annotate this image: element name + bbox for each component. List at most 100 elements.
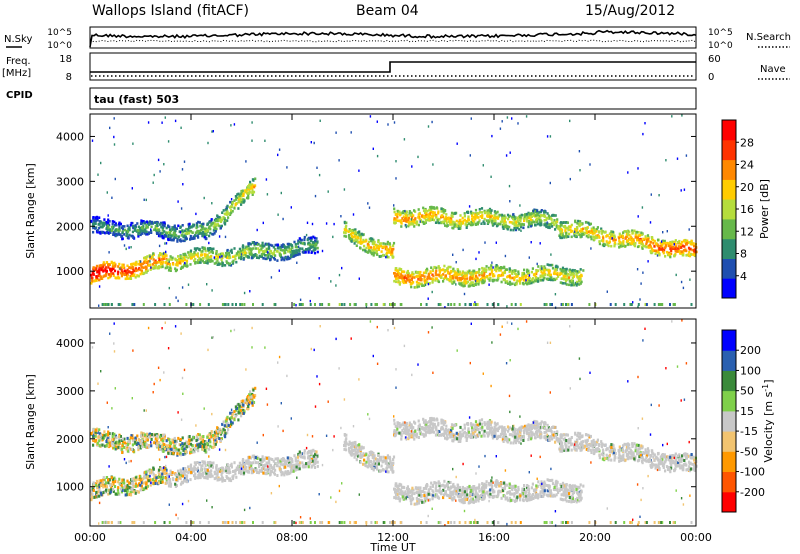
power-cell [116, 229, 119, 232]
power-cell [626, 239, 629, 243]
power-cell [476, 277, 479, 280]
power-cell [499, 220, 503, 224]
velocity-cell [185, 474, 189, 478]
velocity-cell [231, 421, 234, 425]
power-cell [483, 267, 486, 270]
power-cell [113, 143, 116, 146]
power-cell [376, 120, 378, 123]
power-cell [158, 258, 161, 261]
power-cell [504, 224, 507, 228]
power-cell [211, 251, 214, 255]
power-cell [142, 271, 145, 275]
power-cell [545, 225, 549, 228]
power-cell [119, 267, 121, 270]
power-cell [634, 236, 637, 239]
velocity-cell [111, 480, 114, 484]
power-cell [450, 280, 453, 284]
power-cell [481, 271, 484, 274]
power-cell [156, 229, 159, 232]
power-cell [549, 278, 552, 281]
velocity-cell [251, 403, 254, 407]
power-cell [548, 225, 551, 229]
power-cell [267, 253, 270, 257]
power-cell [162, 261, 165, 264]
power-cell [637, 303, 640, 306]
power-cell [363, 240, 366, 243]
power-cell [137, 232, 140, 236]
power-cell [473, 269, 476, 273]
power-cell [626, 230, 629, 233]
power-cell [540, 222, 543, 225]
power-cell [288, 242, 291, 246]
power-cell [501, 120, 503, 123]
power-cell [98, 272, 101, 276]
velocity-cell [134, 476, 137, 480]
velocity-cell [230, 465, 233, 469]
velocity-cell [226, 476, 229, 480]
velocity-cell [142, 487, 145, 491]
velocity-cell [160, 481, 163, 484]
velocity-cell [166, 473, 169, 477]
power-cell [430, 214, 434, 218]
velocity-cell [180, 469, 183, 473]
velocity-cell [291, 458, 294, 462]
power-cell [549, 263, 552, 267]
power-cell [464, 223, 467, 226]
power-cell [281, 245, 284, 249]
power-cell [243, 291, 246, 295]
velocity-cell [252, 461, 255, 465]
power-cell [628, 230, 631, 234]
power-cell [298, 303, 301, 306]
power-cell [274, 247, 277, 251]
power-cell [379, 244, 383, 248]
power-cell [602, 236, 605, 240]
power-cell [452, 226, 455, 230]
power-cell [519, 218, 522, 222]
power-cell [273, 258, 276, 261]
power-cell [549, 303, 552, 306]
power-cell [670, 245, 673, 249]
power-cell [140, 219, 143, 222]
power-cell [465, 274, 468, 277]
power-cell [495, 264, 498, 267]
power-cell [292, 255, 295, 258]
velocity-cell [269, 472, 272, 476]
velocity-cell [269, 457, 272, 461]
power-cell [503, 269, 507, 273]
power-cell [477, 280, 480, 284]
power-cell [332, 235, 334, 239]
power-cell [561, 282, 565, 285]
power-cell [418, 212, 421, 216]
power-cell [230, 251, 233, 254]
power-cell [256, 243, 259, 246]
power-cell [219, 220, 223, 223]
power-cell [91, 139, 94, 142]
power-cell [463, 284, 466, 288]
power-cell [567, 228, 570, 232]
velocity-cell [245, 469, 248, 473]
power-cell [143, 221, 147, 224]
power-cell [565, 267, 568, 271]
power-cell [627, 242, 630, 246]
power-cell [623, 230, 626, 233]
power-cell [161, 223, 164, 227]
velocity-cell [268, 467, 271, 471]
power-cell [404, 209, 406, 213]
power-cell [139, 272, 142, 276]
velocity-cell [207, 473, 210, 477]
power-cell [270, 255, 273, 259]
power-cell [570, 235, 573, 239]
power-cell [431, 290, 433, 294]
power-cell [221, 303, 224, 306]
power-cell [641, 206, 644, 209]
power-cell [103, 218, 106, 221]
power-cell [559, 232, 562, 235]
power-cell [237, 198, 240, 202]
power-cell [154, 227, 157, 230]
power-cell [573, 230, 576, 233]
power-cell [431, 280, 434, 283]
power-cell [522, 226, 525, 230]
velocity-cell [211, 465, 214, 469]
power-cell [203, 246, 206, 250]
power-cell [212, 130, 214, 133]
